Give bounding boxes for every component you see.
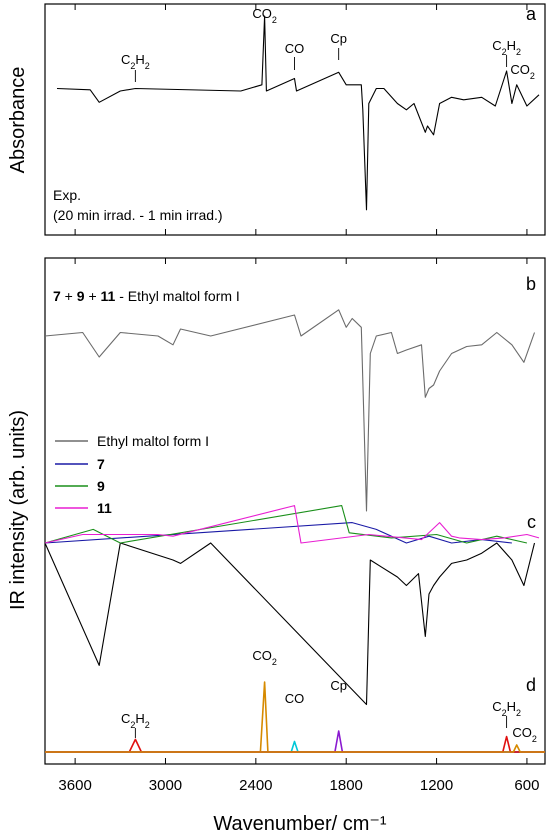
panel-label-b: b bbox=[526, 274, 536, 294]
annotation-a-3: Cp bbox=[330, 31, 347, 46]
annotation-d-1: CO2 bbox=[252, 648, 277, 667]
trace-panel-d-series-5 bbox=[45, 744, 545, 753]
annotation-d-4: C2H2 bbox=[492, 699, 521, 718]
x-tick-label-1800: 1800 bbox=[330, 777, 363, 794]
panel-bcd-frame bbox=[44, 257, 546, 765]
panel-label-d: d bbox=[526, 675, 536, 695]
spectra-traces bbox=[44, 15, 545, 753]
x-tick-label-600: 600 bbox=[514, 777, 539, 794]
annotation-d-3: Cp bbox=[330, 678, 347, 693]
panel-b-title-plus-1: + bbox=[61, 288, 77, 304]
annotation-a-2: CO bbox=[285, 41, 305, 56]
legend-label-7: 7 bbox=[97, 456, 105, 472]
trace-panel-c-series-0 bbox=[44, 542, 536, 706]
x-tick-label-1200: 1200 bbox=[420, 777, 453, 794]
panel-label-c: c bbox=[527, 512, 536, 532]
y-axis-label-ir-intensity: IR intensity (arb. units) bbox=[7, 410, 29, 610]
x-tick-label-2400: 2400 bbox=[239, 777, 272, 794]
panel-a-note-line-2: (20 min irrad. - 1 min irrad.) bbox=[53, 207, 223, 223]
peak-annotations: C2H2 CO2 CO Cp C2H2 CO2 C2H2 CO2 CO Cp C2H2 CO2 bbox=[121, 6, 537, 744]
trace-panel-b-series-0 bbox=[44, 309, 536, 512]
panel-b-title: 7 + 9 + 11 - Ethyl maltol form I bbox=[53, 288, 240, 304]
trace-panel-a-series-0 bbox=[56, 15, 540, 211]
panel-label-a: a bbox=[526, 4, 537, 24]
x-tick-label-3000: 3000 bbox=[149, 777, 182, 794]
panel-b-title-plus-2: + bbox=[85, 288, 101, 304]
annotation-a-5: CO2 bbox=[510, 62, 535, 81]
trace-panel-c-series-3 bbox=[44, 505, 540, 544]
panel-a-frame bbox=[44, 3, 546, 236]
x-tick-label-3600: 3600 bbox=[58, 777, 91, 794]
panel-b-title-11: 11 bbox=[101, 288, 116, 304]
annotation-a-4: C2H2 bbox=[492, 38, 521, 57]
legend-label-11: 11 bbox=[97, 500, 112, 516]
panel-b-title-rest: - Ethyl maltol form I bbox=[115, 288, 239, 304]
panel-b-title-9: 9 bbox=[77, 288, 85, 304]
panel-b-title-7: 7 bbox=[53, 288, 61, 304]
annotation-a-0: C2H2 bbox=[121, 52, 150, 71]
trace-panel-d-series-2 bbox=[45, 740, 545, 753]
y-axis-label-absorbance: Absorbance bbox=[7, 67, 29, 174]
annotation-d-5: CO2 bbox=[512, 725, 537, 744]
annotation-d-2: CO bbox=[285, 691, 305, 706]
x-axis-ticks: 3600 3000 2400 1800 1200 600 bbox=[58, 4, 539, 794]
legend-label-9: 9 bbox=[97, 478, 105, 494]
panel-a-note-line-1: Exp. bbox=[53, 187, 81, 203]
x-axis-label: Wavenumber/ cm⁻¹ bbox=[213, 813, 387, 835]
annotation-a-1: CO2 bbox=[252, 6, 277, 25]
legend: Ethyl maltol form I 7 9 11 bbox=[55, 433, 209, 516]
legend-label-ethyl-maltol: Ethyl maltol form I bbox=[97, 433, 209, 449]
annotation-d-0: C2H2 bbox=[121, 711, 150, 730]
